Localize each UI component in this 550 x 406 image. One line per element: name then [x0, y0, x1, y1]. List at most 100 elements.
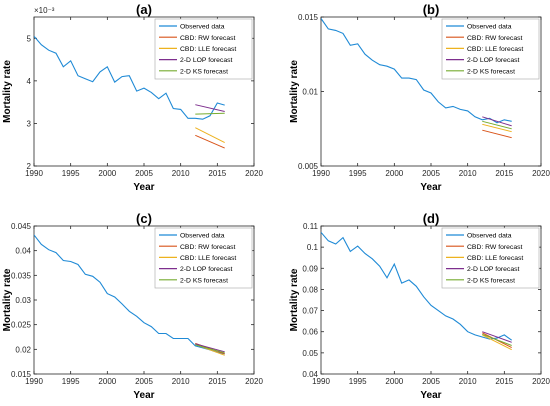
y-tick-label: 0.015	[298, 13, 319, 22]
x-tick-label: 2020	[245, 377, 263, 386]
x-tick-label: 2005	[135, 377, 153, 386]
legend-label: 2-D LOP forecast	[180, 57, 232, 64]
series-line-observed	[34, 234, 225, 355]
chart-panel-d: 1990 1995 2000 2005 2010 2015 2020 0.04 0.05 0.06…	[289, 211, 550, 401]
y-tick-label: 2	[27, 162, 32, 171]
x-tick-label: 2010	[459, 169, 477, 178]
x-tick-label: 2020	[245, 169, 263, 178]
legend-label: Observed data	[467, 24, 512, 31]
legend-label: 2-D LOP forecast	[467, 266, 519, 273]
series-line-observed	[34, 35, 225, 120]
legend-label: Observed data	[180, 233, 225, 240]
series-line-observed	[321, 231, 513, 341]
x-tick-label: 2015	[495, 377, 513, 386]
legend-label: Observed data	[180, 24, 225, 31]
y-exponent-label: ×10⁻³	[34, 6, 55, 15]
x-tick-label: 2020	[532, 377, 550, 386]
x-tick-label: 2020	[532, 169, 550, 178]
x-tick-label: 2010	[172, 169, 190, 178]
chart-title: (b)	[423, 2, 440, 17]
legend: Observed data CBD: RW forecast CBD: LLE fo…	[154, 18, 253, 80]
x-tick-label: 2005	[422, 377, 440, 386]
legend-label: CBD: RW forecast	[180, 35, 236, 42]
y-axis-label: Mortality rate	[2, 268, 13, 331]
y-tick-label: 0.09	[302, 264, 318, 273]
y-tick-label: 0.025	[11, 321, 32, 330]
x-tick-label: 2005	[135, 169, 153, 178]
y-tick-label: 0.02	[15, 345, 31, 354]
y-tick-label: 0.05	[302, 349, 318, 358]
legend-label: 2-D KS forecast	[180, 277, 228, 284]
chart-panel-b: 1990 1995 2000 2005 2010 2015 2020 0.005 0.01 0.0…	[289, 2, 550, 193]
series-line-ks	[482, 120, 512, 130]
y-tick-label: 3	[27, 119, 32, 128]
y-tick-label: 0.11	[303, 222, 319, 231]
y-axis-label: Mortality rate	[289, 60, 300, 123]
series-line-lle	[195, 127, 225, 144]
legend-label: CBD: LLE forecast	[467, 46, 523, 53]
legend: Observed data CBD: RW forecast CBD: LLE fo…	[441, 18, 540, 80]
y-tick-label: 4	[27, 77, 32, 86]
series-line-rw	[195, 134, 225, 149]
x-tick-label: 2000	[385, 377, 403, 386]
legend-label: CBD: RW forecast	[467, 35, 523, 42]
chart-title: (a)	[136, 2, 152, 17]
x-tick-label: 2015	[208, 377, 226, 386]
y-tick-label: 0.03	[15, 296, 31, 305]
chart-title: (d)	[423, 211, 440, 226]
y-tick-label: 0.01	[302, 88, 318, 97]
legend-label: 2-D LOP forecast	[467, 57, 519, 64]
y-tick-label: 0.1	[307, 243, 319, 252]
legend-label: CBD: LLE forecast	[467, 255, 523, 262]
x-tick-label: 1990	[312, 377, 330, 386]
x-tick-label: 2005	[422, 169, 440, 178]
y-tick-label: 5	[27, 34, 32, 43]
legend-label: CBD: LLE forecast	[180, 46, 236, 53]
series-line-ks	[482, 333, 512, 346]
y-tick-label: 0.08	[302, 285, 318, 294]
legend-label: CBD: LLE forecast	[180, 255, 236, 262]
x-tick-label: 2010	[459, 377, 477, 386]
series-line-lle	[482, 334, 512, 351]
y-tick-label: 0.035	[11, 271, 32, 280]
series-line-lop	[195, 104, 225, 112]
series-line-lop	[482, 116, 512, 127]
x-tick-label: 2015	[495, 169, 513, 178]
y-tick-label: 0.005	[298, 162, 319, 171]
legend-label: Observed data	[467, 233, 512, 240]
series-line-lop	[482, 331, 512, 343]
x-tick-label: 1990	[25, 169, 43, 178]
y-tick-label: 0.04	[302, 370, 318, 379]
x-tick-label: 2000	[385, 169, 403, 178]
x-axis-label: Year	[133, 182, 154, 193]
legend-label: 2-D KS forecast	[467, 277, 515, 284]
x-tick-label: 1995	[349, 377, 367, 386]
x-axis-label: Year	[420, 182, 441, 193]
series-line-ks	[195, 344, 225, 354]
x-tick-label: 1995	[62, 377, 80, 386]
x-tick-label: 2000	[98, 377, 116, 386]
x-axis-label: Year	[133, 390, 154, 401]
legend-label: 2-D LOP forecast	[180, 266, 232, 273]
legend: Observed data CBD: RW forecast CBD: LLE fo…	[441, 227, 540, 289]
legend-label: 2-D KS forecast	[467, 68, 515, 75]
x-tick-label: 1990	[312, 169, 330, 178]
chart-panel-a: 1990 1995 2000 2005 2010 2015 2020 2 3 4 5 ×10⁻³ (a)…	[2, 2, 263, 193]
x-tick-label: 1995	[62, 169, 80, 178]
y-tick-label: 0.06	[302, 328, 318, 337]
series-line-ks	[195, 112, 225, 115]
series-line-lle	[482, 123, 512, 133]
legend: Observed data CBD: RW forecast CBD: LLE fo…	[154, 227, 253, 289]
chart-title: (c)	[136, 211, 152, 226]
x-tick-label: 1995	[349, 169, 367, 178]
chart-panel-c: 1990 1995 2000 2005 2010 2015 2020 0.015 0.02 0.0…	[2, 211, 263, 401]
x-tick-label: 2000	[98, 169, 116, 178]
y-tick-label: 0.07	[302, 307, 318, 316]
series-line-observed	[321, 18, 512, 124]
y-axis-label: Mortality rate	[289, 268, 300, 331]
y-tick-label: 0.015	[11, 370, 32, 379]
y-tick-label: 0.04	[15, 247, 31, 256]
legend-label: 2-D KS forecast	[180, 68, 228, 75]
series-line-rw	[482, 129, 512, 139]
